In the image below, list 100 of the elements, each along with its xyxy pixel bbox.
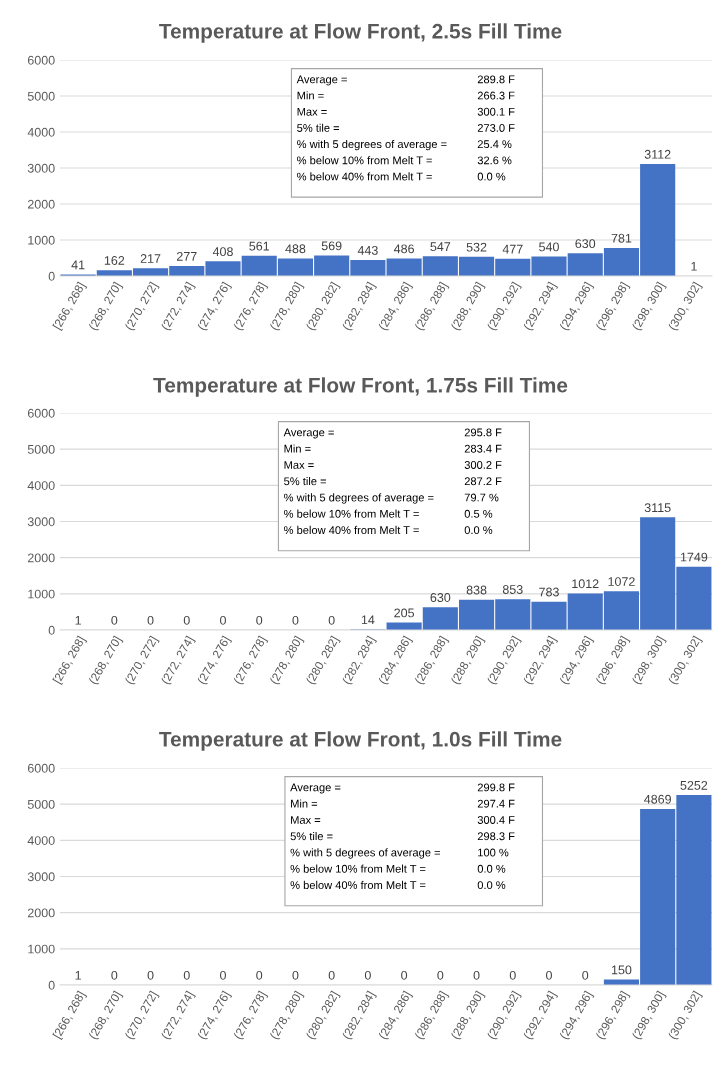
data-label: 217 <box>140 254 161 263</box>
annotation: Min = <box>284 444 311 453</box>
annotation: % with 5 degrees of average = <box>284 493 434 504</box>
annotation: 0.0 % <box>477 864 506 873</box>
annotation: 300.2 F <box>464 461 502 469</box>
data-label: 0 <box>328 970 335 980</box>
annotation: 0.0 % <box>477 172 506 181</box>
data-label: 1072 <box>608 577 635 586</box>
data-label: 1012 <box>572 579 599 589</box>
y-tick-label: 6000 <box>27 408 55 418</box>
data-label: 0 <box>220 615 226 625</box>
annotation: % below 40% from Melt T = <box>297 172 432 181</box>
data-label: 205 <box>394 608 415 618</box>
data-label: 0 <box>401 970 408 980</box>
annotation: Average = <box>290 783 341 794</box>
data-label: 0 <box>256 970 263 980</box>
annotation: 283.4 F <box>464 444 502 453</box>
annotation: 100 % <box>478 848 509 857</box>
annotation: Min = <box>297 91 324 100</box>
data-label: 488 <box>285 244 306 254</box>
chart-title: Temperature at Flow Front, 1.0s Fill Time <box>159 731 562 751</box>
annotation: Average = <box>296 75 347 86</box>
data-label: 477 <box>502 244 523 254</box>
data-label: 0 <box>546 970 552 980</box>
y-tick-label: 6000 <box>27 55 55 65</box>
data-label: 1 <box>75 615 81 625</box>
annotation: 32.6 % <box>477 156 512 165</box>
annotation: 79.7 % <box>464 493 499 502</box>
annotation: 273.0 F <box>477 124 515 132</box>
data-label: 0 <box>111 970 118 980</box>
annotation: 295.8 F <box>464 428 502 437</box>
annotation: 300.1 F <box>477 107 515 116</box>
chart-title: Temperature at Flow Front, 1.75s Fill Time <box>153 377 568 397</box>
data-label: 14 <box>361 615 375 625</box>
annotation: 5% tile = <box>290 832 333 841</box>
data-label: 838 <box>466 585 487 595</box>
y-tick-label: 3000 <box>27 872 55 882</box>
annotation: % with 5 degrees of average = <box>290 848 441 859</box>
y-tick-label: 3000 <box>27 517 55 527</box>
annotation: 5% tile = <box>284 477 327 486</box>
data-label: 0 <box>183 970 190 980</box>
annotation: 0.5 % <box>464 509 493 518</box>
annotation: Max = <box>291 816 321 824</box>
data-label: 1 <box>691 261 697 271</box>
annotation: Max = <box>297 107 327 116</box>
y-tick-label: 6000 <box>27 763 55 773</box>
y-tick-label: 4000 <box>27 836 55 845</box>
annotation: % below 40% from Melt T = <box>290 880 426 889</box>
data-label: 277 <box>176 251 197 261</box>
data-label: 0 <box>509 970 516 980</box>
data-label: 0 <box>328 615 335 625</box>
annotation: % below 10% from Melt T = <box>284 509 419 518</box>
data-label: 486 <box>393 244 414 254</box>
data-label: 0 <box>147 970 154 980</box>
annotation: 5% tile = <box>297 123 340 132</box>
annotation: 297.4 F <box>477 799 515 808</box>
annotation: % below 10% from Melt T = <box>290 864 426 873</box>
y-tick-label: 0 <box>48 980 55 990</box>
y-tick-label: 1000 <box>28 589 55 599</box>
annotation: Max = <box>284 461 314 469</box>
data-label: 0 <box>111 615 118 625</box>
data-label: 3112 <box>644 149 671 159</box>
data-label: 853 <box>502 585 523 594</box>
data-label: 0 <box>292 615 299 625</box>
y-tick-label: 0 <box>48 271 55 281</box>
annotation: 0.0 % <box>477 881 506 889</box>
chart-title: Temperature at Flow Front, 2.5s Fill Time <box>159 23 562 43</box>
y-tick-label: 1000 <box>28 235 55 245</box>
annotation: 25.4 % <box>477 140 512 149</box>
data-label: 3115 <box>644 503 671 513</box>
y-tick-label: 2000 <box>27 553 55 563</box>
annotation: % with 5 degrees of average = <box>297 139 447 151</box>
data-label: 5252 <box>680 780 708 790</box>
annotation: 0.0 % <box>464 526 493 534</box>
data-label: 781 <box>611 233 632 243</box>
data-label: 162 <box>104 256 125 265</box>
data-label: 0 <box>364 970 371 980</box>
y-tick-label: 2000 <box>27 908 55 918</box>
data-label: 0 <box>220 970 226 980</box>
data-label: 0 <box>473 970 480 980</box>
y-tick-label: 4000 <box>27 481 55 490</box>
y-tick-label: 5000 <box>27 799 55 809</box>
annotation: 298.3 F <box>477 832 515 841</box>
data-label: 0 <box>183 615 190 625</box>
y-tick-label: 3000 <box>27 163 55 173</box>
annotation: 300.4 F <box>477 816 515 824</box>
y-tick-label: 5000 <box>27 91 55 101</box>
annotation: Min = <box>291 799 318 808</box>
data-label: 443 <box>357 245 378 255</box>
data-label: 4869 <box>644 794 671 804</box>
data-label: 540 <box>539 242 559 252</box>
data-label: 532 <box>466 242 487 252</box>
annotation: Average = <box>283 428 334 439</box>
data-label: 1749 <box>680 552 708 562</box>
data-label: 408 <box>212 247 233 257</box>
data-label: 569 <box>321 241 342 251</box>
data-label: 0 <box>256 615 263 625</box>
data-label: 1 <box>75 970 81 980</box>
y-tick-label: 1000 <box>28 944 55 954</box>
annotation: % below 10% from Melt T = <box>297 156 432 165</box>
